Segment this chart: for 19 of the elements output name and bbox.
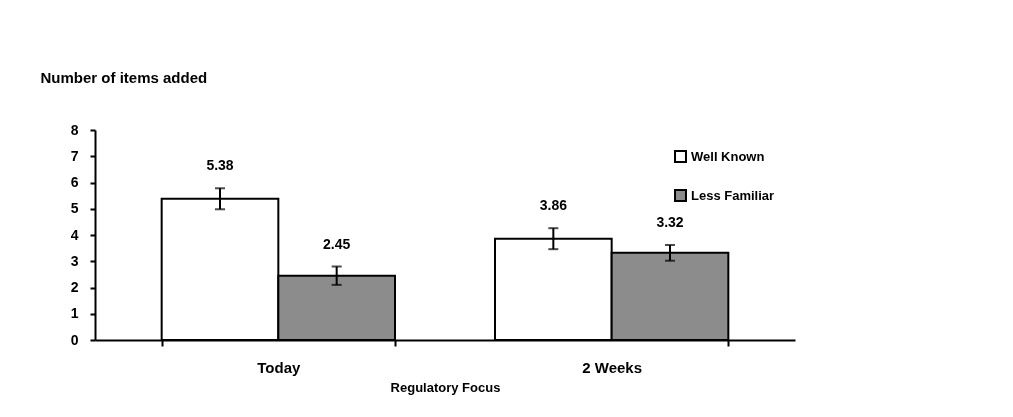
- y-tick-label: 1: [70, 305, 79, 322]
- data-label: 2.45: [323, 235, 351, 252]
- y-tick-label: 2: [70, 279, 79, 295]
- x-tick-label: Today: [257, 358, 302, 376]
- y-tick-label: 3: [70, 252, 79, 269]
- y-tick-label: 0: [70, 331, 79, 348]
- data-label: 5.38: [206, 157, 234, 174]
- y-tick-label: 7: [70, 147, 79, 164]
- y-tick-label: 6: [70, 174, 79, 190]
- y-axis-title: Number of items added: [40, 68, 208, 86]
- legend-label: Less Familiar: [691, 187, 775, 203]
- legend-label: Well Known: [691, 148, 765, 164]
- y-tick-label: 8: [70, 121, 79, 138]
- x-axis-title: Regulatory Focus: [390, 379, 501, 395]
- y-tick-label: 5: [70, 200, 79, 217]
- y-tick-label: 4: [70, 226, 79, 243]
- data-label: 3.32: [656, 213, 684, 230]
- data-label: 3.86: [539, 197, 568, 214]
- x-tick-label: 2 Weeks: [582, 358, 643, 376]
